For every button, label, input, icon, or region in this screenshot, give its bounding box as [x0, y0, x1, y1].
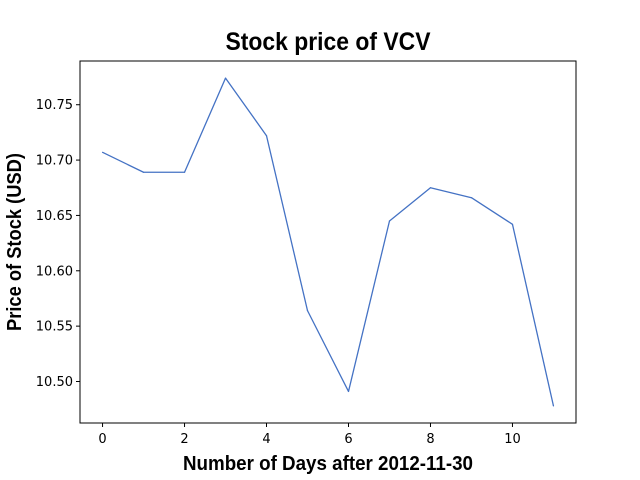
data-point — [347, 390, 350, 393]
data-point — [470, 197, 473, 199]
data-point — [265, 135, 268, 137]
y-tick-label: 10.70 — [36, 154, 73, 169]
data-point — [511, 223, 514, 225]
x-axis-title: Number of Days after 2012-11-30 — [183, 453, 473, 475]
x-axis: 0 2 4 6 8 10 — [98, 423, 521, 447]
x-tick-label: 0 — [98, 432, 106, 447]
series-line-0 — [102, 77, 555, 406]
x-tick-label: 2 — [180, 432, 188, 447]
data-point — [101, 151, 104, 153]
data-point — [388, 220, 391, 222]
y-tick-label: 10.65 — [36, 209, 73, 224]
x-tick-label: 6 — [344, 432, 352, 447]
y-tick-label: 10.50 — [36, 375, 73, 390]
data-point — [183, 171, 186, 173]
data-point — [224, 77, 227, 79]
y-tick-label: 10.60 — [36, 264, 73, 279]
data-point — [142, 171, 145, 173]
plot-frame — [79, 60, 577, 424]
y-tick-label: 10.75 — [36, 98, 73, 113]
data-point — [306, 310, 309, 312]
y-tick-label: 10.55 — [36, 320, 73, 335]
chart-title: Stock price of VCV — [226, 28, 431, 56]
data-point — [552, 405, 555, 407]
y-axis-title: Price of Stock (USD) — [4, 153, 26, 331]
x-tick-label: 4 — [262, 432, 270, 447]
x-tick-label: 8 — [426, 432, 434, 447]
plot-area — [101, 77, 555, 407]
y-axis: 10.50 10.55 10.60 10.65 10.70 10.75 — [36, 98, 80, 390]
data-point — [429, 187, 432, 189]
x-tick-label: 10 — [504, 432, 521, 447]
